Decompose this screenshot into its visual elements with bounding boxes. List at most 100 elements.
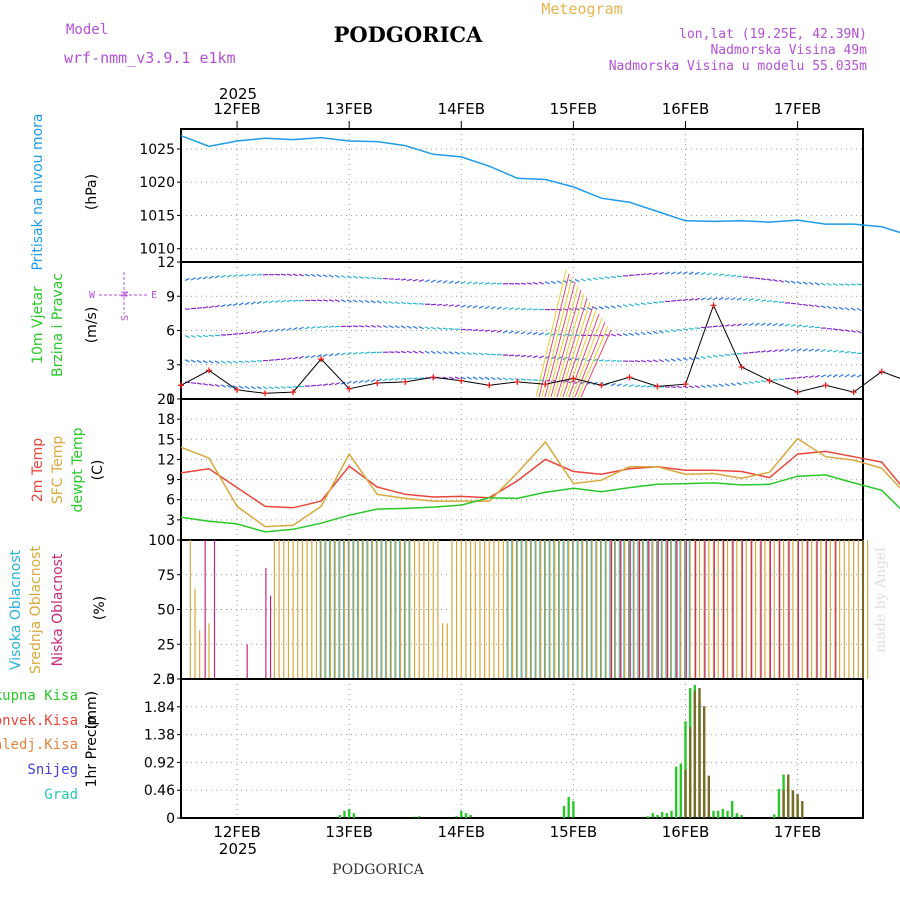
wind-arrow xyxy=(814,304,820,308)
wind-arrow xyxy=(442,376,448,380)
total-precip-bar xyxy=(567,796,570,818)
wind-arrow xyxy=(538,281,544,285)
bottom-day-label-3: 15FEB xyxy=(550,823,597,841)
wind-storm-arrow xyxy=(553,293,585,398)
wind-arrow xyxy=(382,324,388,329)
wind-arrow xyxy=(322,383,328,386)
model-name: wrf-nmm_v3.9.1 e1km xyxy=(64,49,236,67)
wind-arrow xyxy=(568,334,575,337)
temp-ytick-4: 12 xyxy=(157,452,175,468)
wind-arrow xyxy=(214,275,220,279)
wind-arrow xyxy=(778,323,784,327)
wind-arrow xyxy=(208,275,214,280)
wind-arrow xyxy=(736,297,742,301)
wind-arrow xyxy=(700,271,706,276)
bottom-day-label-1: 13FEB xyxy=(325,823,372,841)
wind-arrow xyxy=(820,305,826,309)
wind-arrow xyxy=(610,382,616,387)
wind-arrow xyxy=(706,384,712,388)
total-precip-bar xyxy=(721,808,725,818)
wind-arrow xyxy=(334,325,341,328)
wind-speed-point xyxy=(766,377,773,384)
legend-hail: Grad xyxy=(44,787,78,803)
wind-arrow xyxy=(484,353,491,356)
wind-arrow xyxy=(808,348,814,352)
wind-arrow xyxy=(436,303,443,306)
wind-arrow xyxy=(550,332,556,336)
wind-arrow xyxy=(394,325,400,329)
wind-speed-point xyxy=(850,389,857,396)
temp-ytick-1: 3 xyxy=(166,513,175,529)
wind-arrow xyxy=(718,296,724,301)
wind-arrow xyxy=(244,385,250,390)
temp-ytick-5: 15 xyxy=(157,432,175,448)
wind-arrow xyxy=(490,306,496,310)
wind-arrow xyxy=(370,351,377,354)
wind-arrow xyxy=(358,379,364,384)
wind-arrow xyxy=(628,360,635,363)
cloud-unit-label: (%) xyxy=(92,596,108,620)
wind-arrow xyxy=(712,354,718,358)
temp-frame xyxy=(180,398,864,541)
wind-arrow xyxy=(808,304,814,307)
wind-ytick-2: 6 xyxy=(166,324,175,340)
wind-arrow xyxy=(730,297,736,301)
wind-arrow xyxy=(400,301,406,305)
wind-arrow xyxy=(628,303,634,307)
wind-arrow xyxy=(820,282,826,286)
wind-arrow xyxy=(472,281,478,285)
wind-arrow xyxy=(436,327,442,330)
wind-arrow xyxy=(256,386,262,390)
wind-arrow xyxy=(226,384,232,389)
wind-arrow xyxy=(406,302,413,305)
wind-arrow xyxy=(754,298,760,302)
wind-arrow xyxy=(286,327,292,331)
wind-speed-point xyxy=(878,368,885,375)
wind-arrow xyxy=(382,300,388,304)
wind-arrow xyxy=(526,331,532,335)
wind-arrow xyxy=(406,325,412,329)
wind-arrow xyxy=(310,384,317,387)
wind-arrow xyxy=(724,274,730,277)
wind-arrow xyxy=(328,299,334,302)
wind-arrow xyxy=(220,360,226,364)
wind-arrow xyxy=(664,358,670,363)
wind-arrow xyxy=(208,360,214,364)
subtitle: Meteogram xyxy=(541,0,622,18)
wind-arrow xyxy=(694,297,700,301)
total-precip-bar xyxy=(562,805,566,818)
wind-arrow xyxy=(190,277,196,281)
wind-arrow xyxy=(682,357,688,361)
temp-unit-label: (C) xyxy=(90,460,106,481)
wind-arrow xyxy=(850,283,857,286)
total-precip-bar xyxy=(773,814,776,818)
t2m-label: 2m Temp xyxy=(30,438,46,502)
wind-arrow xyxy=(298,355,304,360)
wind-arrow xyxy=(370,276,377,280)
wind-arrow xyxy=(184,277,190,282)
wind-arrow xyxy=(682,271,688,275)
wind-arrow xyxy=(622,383,628,387)
total-precip-bar xyxy=(646,816,650,818)
wind-arrow xyxy=(760,350,766,353)
wind-arrow xyxy=(676,271,682,275)
cloud-ytick-2: 50 xyxy=(157,603,175,619)
wind-arrow xyxy=(484,305,490,310)
wind-arrow xyxy=(508,377,514,381)
conv-precip-bar xyxy=(707,775,711,818)
wind-arrow xyxy=(250,273,257,277)
wind-arrow xyxy=(322,325,328,329)
wind-ytick-4: 12 xyxy=(157,255,175,271)
wind-arrow xyxy=(814,282,820,286)
wind-arrow xyxy=(634,303,640,306)
wind-arrow xyxy=(856,307,862,312)
legend-frozen-precip: Zaledj.Kisa xyxy=(0,737,78,753)
wind-arrow xyxy=(232,333,239,335)
wind-arrow xyxy=(586,277,592,282)
wind-arrow xyxy=(622,304,628,308)
pressure-panel: 1010 1015 1020 1025 xyxy=(139,128,900,263)
wind-arrow xyxy=(718,273,724,277)
wind-arrow xyxy=(502,377,508,381)
wind-arrow xyxy=(220,384,226,388)
